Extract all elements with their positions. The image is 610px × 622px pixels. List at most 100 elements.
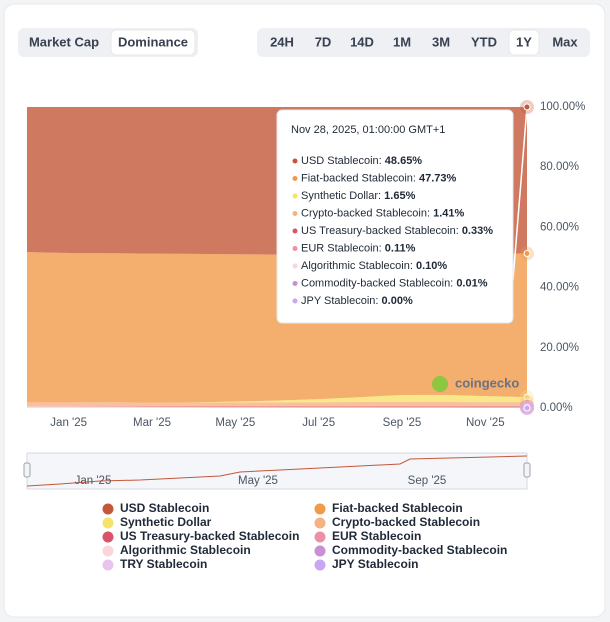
hover-point (523, 103, 531, 111)
tooltip-value: 0.01% (456, 277, 487, 289)
tooltip-label: EUR Stablecoin: (301, 242, 382, 254)
watermark: coingecko (455, 375, 519, 390)
legend-marker[interactable] (314, 517, 326, 529)
legend-label[interactable]: TRY Stablecoin (120, 557, 207, 571)
tooltip-dot (292, 193, 298, 199)
tooltip-label: Crypto-backed Stablecoin: (301, 207, 430, 219)
area (27, 406, 527, 408)
tooltip-value: 47.73% (419, 172, 457, 184)
view-tab[interactable]: Dominance (118, 34, 188, 49)
legend-marker[interactable] (314, 503, 326, 515)
legend-label[interactable]: Crypto-backed Stablecoin (332, 515, 480, 529)
tooltip-dot (292, 263, 298, 269)
legend-marker[interactable] (314, 531, 326, 543)
range-tab[interactable]: 14D (350, 34, 374, 49)
tooltip (276, 109, 514, 324)
legend-label[interactable]: Commodity-backed Stablecoin (332, 543, 507, 557)
legend-marker[interactable] (314, 559, 326, 571)
hover-point (523, 404, 531, 412)
x-tick-label: Jul '25 (302, 417, 335, 429)
tooltip-dot (292, 211, 298, 216)
tooltip-value: 0.00% (382, 295, 413, 307)
range-tabs (257, 28, 590, 57)
y-tick-label: 0.00% (540, 402, 573, 414)
x-tick-label: Mar '25 (133, 417, 171, 429)
navigator-label: Sep '25 (408, 475, 447, 487)
legend-label[interactable]: EUR Stablecoin (332, 529, 421, 543)
legend-marker[interactable] (102, 545, 114, 557)
hover-connector (512, 106, 528, 281)
y-tick-label: 80.00% (540, 161, 579, 173)
tooltip-dot (292, 298, 298, 304)
legend-marker[interactable] (102, 517, 114, 529)
tooltip-dot (292, 246, 298, 251)
legend-marker[interactable] (102, 559, 114, 571)
tooltip-dot (292, 158, 298, 164)
range-tab[interactable]: 7D (315, 34, 332, 49)
navigator-label: Jan '25 (75, 475, 112, 487)
y-tick-label: 100.00% (540, 101, 585, 113)
tooltip-row: Algorithmic Stablecoin: 0.10% (301, 260, 447, 272)
tooltip-row: Synthetic Dollar: 1.65% (301, 190, 416, 202)
legend-label[interactable]: Synthetic Dollar (120, 515, 212, 529)
tooltip-value: 48.65% (385, 155, 423, 167)
navigator-handle[interactable] (23, 462, 31, 478)
legend-label[interactable]: US Treasury-backed Stablecoin (120, 529, 299, 543)
tooltip-row: US Treasury-backed Stablecoin: 0.33% (301, 225, 493, 237)
tooltip-row: Fiat-backed Stablecoin: 47.73% (301, 172, 457, 184)
range-tab[interactable]: Max (552, 34, 578, 49)
legend-label[interactable]: Fiat-backed Stablecoin (332, 501, 463, 515)
tooltip-value: 0.33% (462, 225, 493, 237)
legend-label[interactable]: Algorithmic Stablecoin (120, 543, 251, 557)
legend-marker[interactable] (102, 531, 114, 543)
range-tab[interactable]: 1Y (516, 34, 532, 49)
tooltip-value: 1.41% (433, 207, 464, 219)
x-tick-label: Sep '25 (383, 417, 422, 429)
tooltip-title: Nov 28, 2025, 01:00:00 GMT+1 (291, 124, 445, 136)
tooltip-label: US Treasury-backed Stablecoin: (301, 225, 459, 237)
tooltip-label: Fiat-backed Stablecoin: (301, 172, 416, 184)
navigator-line (26, 455, 528, 487)
tooltip-label: JPY Stablecoin: (301, 295, 378, 307)
tab-selected (110, 29, 196, 56)
legend-marker[interactable] (102, 503, 114, 515)
tooltip-row: EUR Stablecoin: 0.11% (301, 242, 416, 254)
range-tab[interactable]: 3M (432, 34, 450, 49)
tooltip-dot (292, 228, 298, 234)
area (27, 401, 527, 407)
legend-label[interactable]: USD Stablecoin (120, 501, 209, 515)
range-tab[interactable]: 24H (270, 34, 294, 49)
tooltip-label: Commodity-backed Stablecoin: (301, 277, 453, 289)
tooltip-dot (292, 281, 298, 286)
range-tab[interactable]: 1M (393, 34, 411, 49)
view-tab[interactable]: Market Cap (29, 34, 99, 49)
tooltip-row: Commodity-backed Stablecoin: 0.01% (301, 277, 488, 289)
x-tick-label: May '25 (215, 417, 255, 429)
y-tick-label: 60.00% (540, 221, 579, 233)
tooltip-value: 1.65% (384, 190, 415, 202)
range-tab[interactable]: YTD (471, 34, 497, 49)
tooltip-label: USD Stablecoin: (301, 155, 382, 167)
navigator-handle[interactable] (523, 462, 531, 478)
y-tick-label: 20.00% (540, 342, 579, 354)
tooltip-label: Synthetic Dollar: (301, 190, 381, 202)
tooltip-row: JPY Stablecoin: 0.00% (301, 295, 413, 307)
y-tick-label: 40.00% (540, 282, 579, 294)
x-tick-label: Nov '25 (466, 417, 505, 429)
area (27, 406, 527, 408)
tab-selected (508, 29, 540, 56)
legend-label[interactable]: JPY Stablecoin (332, 557, 418, 571)
hover-point (523, 249, 531, 257)
tooltip-value: 0.11% (385, 242, 416, 254)
legend-marker[interactable] (314, 545, 326, 557)
tooltip-label: Algorithmic Stablecoin: (301, 260, 413, 272)
tooltip-value: 0.10% (416, 260, 447, 272)
watermark-logo (432, 376, 448, 392)
tooltip-row: USD Stablecoin: 48.65% (301, 155, 422, 167)
tooltip-dot (292, 176, 298, 181)
x-tick-label: Jan '25 (50, 417, 87, 429)
area (27, 406, 527, 408)
navigator-label: May '25 (238, 475, 278, 487)
area (27, 394, 527, 403)
